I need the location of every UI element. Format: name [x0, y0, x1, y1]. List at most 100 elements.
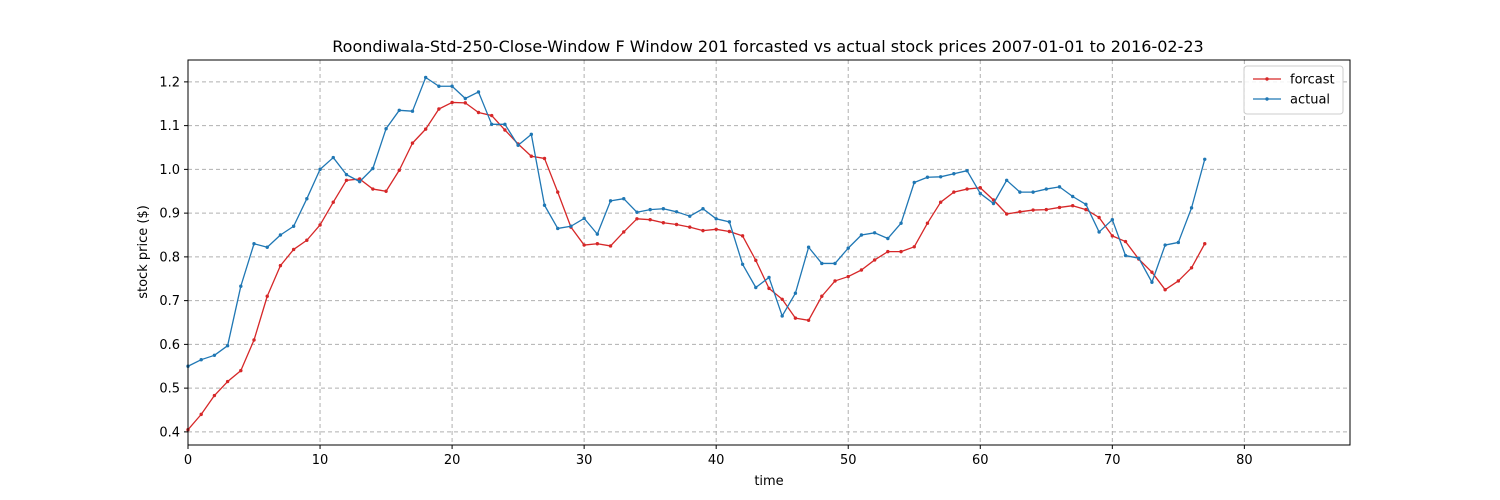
data-point-forcast: [780, 297, 784, 302]
y-tick-label: 0.9: [159, 207, 180, 222]
data-point-actual: [1071, 194, 1075, 199]
data-point-actual: [331, 155, 335, 160]
data-point-forcast: [212, 393, 217, 398]
data-point-actual: [925, 175, 930, 179]
data-point-forcast: [1044, 207, 1049, 212]
data-point-forcast: [833, 279, 837, 283]
data-point-actual: [1018, 190, 1022, 194]
data-point-actual: [661, 207, 666, 211]
x-tick-label: 80: [1236, 453, 1253, 468]
data-point-actual: [872, 231, 877, 235]
data-point-forcast: [806, 318, 811, 323]
plot-frame: [187, 59, 1351, 446]
data-point-forcast: [331, 200, 335, 204]
legend: forcast actual: [1243, 65, 1344, 115]
data-point-forcast: [938, 200, 943, 204]
data-point-actual: [542, 203, 547, 207]
data-point-actual: [1203, 157, 1207, 162]
data-point-actual: [886, 236, 890, 241]
data-point-forcast: [1189, 266, 1194, 270]
x-tick-label: 0: [184, 453, 192, 468]
data-point-actual: [252, 242, 256, 246]
chart-title: Roondiwala-Std-250-Close-Window F Window…: [332, 37, 1203, 56]
data-point-forcast: [423, 127, 428, 131]
data-point-forcast: [1004, 212, 1009, 216]
x-tick-label: 50: [840, 453, 857, 468]
data-point-forcast: [305, 238, 309, 242]
data-point-actual: [569, 224, 573, 228]
y-tick-label: 1.0: [159, 163, 180, 178]
data-point-forcast: [846, 274, 850, 279]
data-point-actual: [344, 172, 349, 177]
grid-layer: [187, 60, 1350, 445]
data-point-forcast: [397, 168, 401, 172]
x-axis-label: time: [754, 474, 783, 489]
data-point-actual: [727, 220, 732, 224]
series-layer: [186, 75, 1207, 432]
data-point-forcast: [925, 221, 930, 225]
data-point-forcast: [1123, 239, 1128, 244]
data-point-actual: [384, 126, 388, 131]
data-point-forcast: [1176, 279, 1181, 283]
legend-label-forcast: forcast: [1290, 73, 1335, 88]
data-point-forcast: [754, 258, 758, 263]
data-point-actual: [1123, 253, 1128, 258]
legend-item-forcast: forcast: [1253, 73, 1335, 88]
x-tick-label: 20: [444, 453, 461, 468]
data-point-forcast: [1018, 210, 1022, 214]
data-point-forcast: [450, 100, 454, 105]
data-point-actual: [278, 233, 283, 237]
data-point-actual: [397, 108, 401, 113]
data-point-actual: [991, 201, 996, 206]
data-point-actual: [476, 90, 481, 94]
data-point-forcast: [688, 225, 692, 229]
x-tick-label: 70: [1104, 453, 1121, 468]
legend-label-actual: actual: [1290, 93, 1330, 108]
data-point-actual: [899, 221, 903, 225]
data-point-forcast: [476, 110, 481, 115]
data-point-forcast: [912, 245, 916, 249]
data-point-actual: [674, 210, 679, 214]
x-tick-label: 30: [576, 453, 593, 468]
data-point-forcast: [952, 190, 956, 194]
data-point-actual: [622, 196, 626, 201]
data-point-actual: [1137, 256, 1141, 260]
data-point-actual: [952, 172, 956, 176]
data-point-actual: [740, 262, 745, 267]
data-point-forcast: [291, 247, 296, 252]
series-actual: [186, 75, 1207, 368]
data-point-actual: [965, 168, 969, 173]
data-point-actual: [1057, 185, 1062, 189]
data-point-actual: [767, 275, 771, 280]
data-point-actual: [423, 75, 428, 80]
data-point-forcast: [1071, 203, 1075, 208]
data-point-actual: [529, 132, 534, 137]
data-point-actual: [357, 179, 362, 184]
data-point-actual: [1176, 240, 1181, 245]
y-tick-label: 1.1: [159, 119, 180, 134]
data-point-actual: [793, 291, 798, 295]
y-tick-label: 1.2: [159, 75, 180, 90]
data-point-forcast: [463, 101, 467, 105]
series-line-actual: [187, 76, 1206, 367]
data-point-forcast: [635, 217, 639, 221]
data-point-actual: [912, 180, 916, 185]
data-point-forcast: [410, 141, 415, 145]
x-tick-label: 40: [708, 453, 725, 468]
legend-marker-actual: [1265, 97, 1269, 101]
data-point-actual: [199, 357, 203, 362]
data-point-forcast: [701, 228, 705, 233]
data-point-forcast: [595, 242, 600, 246]
data-point-forcast: [608, 244, 613, 248]
data-point-actual: [1031, 190, 1035, 194]
data-point-actual: [463, 96, 467, 101]
data-point-actual: [450, 84, 454, 88]
data-point-forcast: [252, 338, 256, 342]
x-tick-label: 10: [312, 453, 329, 468]
data-point-forcast: [965, 187, 969, 191]
data-point-actual: [714, 217, 718, 221]
data-point-forcast: [529, 154, 534, 158]
data-point-forcast: [265, 294, 269, 298]
data-point-actual: [1004, 178, 1009, 183]
data-point-forcast: [886, 249, 890, 254]
